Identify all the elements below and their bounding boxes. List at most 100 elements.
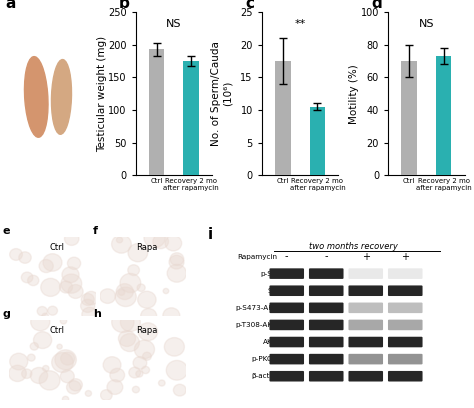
Circle shape bbox=[27, 354, 35, 361]
Text: S6: S6 bbox=[268, 288, 277, 294]
Circle shape bbox=[111, 235, 131, 253]
Text: +: + bbox=[362, 251, 370, 262]
Text: β-actin: β-actin bbox=[252, 373, 277, 379]
Circle shape bbox=[117, 237, 123, 243]
Circle shape bbox=[169, 255, 184, 269]
FancyBboxPatch shape bbox=[388, 286, 422, 296]
FancyBboxPatch shape bbox=[348, 354, 383, 364]
Circle shape bbox=[164, 337, 184, 356]
Circle shape bbox=[30, 343, 38, 350]
Text: Rapa: Rapa bbox=[52, 154, 71, 163]
Circle shape bbox=[60, 281, 73, 293]
Circle shape bbox=[57, 344, 62, 349]
FancyBboxPatch shape bbox=[388, 268, 422, 279]
Circle shape bbox=[84, 291, 99, 305]
Text: p-S473-AKT: p-S473-AKT bbox=[235, 305, 277, 311]
Circle shape bbox=[141, 308, 156, 323]
FancyBboxPatch shape bbox=[309, 286, 344, 296]
Circle shape bbox=[68, 284, 83, 298]
Bar bbox=[275, 61, 291, 175]
FancyBboxPatch shape bbox=[348, 303, 383, 313]
Ellipse shape bbox=[25, 57, 48, 137]
Circle shape bbox=[60, 370, 74, 383]
FancyBboxPatch shape bbox=[388, 354, 422, 364]
FancyBboxPatch shape bbox=[269, 268, 304, 279]
Text: Rapamycin: Rapamycin bbox=[237, 253, 277, 259]
Text: e: e bbox=[2, 226, 10, 236]
FancyBboxPatch shape bbox=[269, 303, 304, 313]
Circle shape bbox=[135, 340, 155, 359]
Text: Ctrl: Ctrl bbox=[49, 242, 64, 252]
Circle shape bbox=[137, 284, 145, 291]
Circle shape bbox=[144, 228, 165, 248]
Text: -: - bbox=[325, 251, 328, 262]
Text: Ctrl: Ctrl bbox=[29, 154, 43, 163]
Text: Ctrl: Ctrl bbox=[49, 326, 64, 335]
Circle shape bbox=[43, 254, 62, 271]
Circle shape bbox=[138, 323, 158, 341]
Circle shape bbox=[166, 360, 188, 380]
Circle shape bbox=[107, 380, 123, 395]
Text: p-PKCα: p-PKCα bbox=[251, 356, 277, 362]
Text: p-S6: p-S6 bbox=[260, 271, 277, 277]
FancyBboxPatch shape bbox=[269, 371, 304, 381]
Circle shape bbox=[85, 390, 91, 396]
Text: d: d bbox=[371, 0, 382, 11]
Circle shape bbox=[128, 244, 148, 262]
Text: AKT: AKT bbox=[263, 339, 277, 345]
Text: NS: NS bbox=[166, 18, 182, 29]
Circle shape bbox=[9, 365, 27, 381]
Circle shape bbox=[21, 272, 33, 283]
Circle shape bbox=[170, 253, 184, 266]
Circle shape bbox=[67, 257, 81, 269]
Circle shape bbox=[110, 368, 125, 382]
Circle shape bbox=[153, 234, 168, 249]
Circle shape bbox=[39, 259, 53, 273]
Bar bbox=[436, 56, 451, 175]
Circle shape bbox=[69, 379, 82, 391]
Text: h: h bbox=[93, 309, 101, 319]
Circle shape bbox=[81, 293, 94, 306]
Circle shape bbox=[158, 380, 165, 386]
Circle shape bbox=[167, 264, 186, 282]
Text: i: i bbox=[208, 227, 213, 242]
Circle shape bbox=[100, 289, 116, 304]
Circle shape bbox=[52, 353, 73, 373]
Text: p-T308-AKT: p-T308-AKT bbox=[236, 322, 277, 328]
Circle shape bbox=[132, 386, 139, 393]
Circle shape bbox=[60, 318, 67, 324]
FancyBboxPatch shape bbox=[348, 286, 383, 296]
Text: Rapa: Rapa bbox=[137, 242, 158, 252]
Circle shape bbox=[48, 306, 57, 315]
Circle shape bbox=[31, 313, 50, 331]
Circle shape bbox=[9, 248, 22, 260]
Circle shape bbox=[100, 390, 112, 401]
Circle shape bbox=[165, 235, 182, 251]
FancyBboxPatch shape bbox=[269, 354, 304, 364]
Circle shape bbox=[82, 307, 97, 322]
Ellipse shape bbox=[52, 60, 72, 134]
Circle shape bbox=[112, 312, 134, 333]
Circle shape bbox=[142, 366, 150, 374]
FancyBboxPatch shape bbox=[309, 354, 344, 364]
Text: a: a bbox=[6, 0, 16, 11]
Circle shape bbox=[116, 284, 133, 299]
Y-axis label: No. of Sperm/Cauda
(10⁶): No. of Sperm/Cauda (10⁶) bbox=[211, 41, 233, 146]
Circle shape bbox=[129, 367, 140, 378]
Circle shape bbox=[27, 275, 39, 286]
Circle shape bbox=[128, 265, 139, 275]
FancyBboxPatch shape bbox=[309, 337, 344, 347]
Bar bbox=[149, 49, 164, 175]
Text: +: + bbox=[401, 251, 409, 262]
Circle shape bbox=[120, 313, 140, 332]
Circle shape bbox=[22, 369, 32, 379]
Circle shape bbox=[41, 278, 60, 296]
Circle shape bbox=[42, 313, 48, 319]
FancyBboxPatch shape bbox=[348, 337, 383, 347]
Circle shape bbox=[61, 352, 75, 365]
Circle shape bbox=[66, 381, 81, 394]
Bar bbox=[401, 61, 417, 175]
FancyBboxPatch shape bbox=[269, 286, 304, 296]
Circle shape bbox=[115, 287, 136, 306]
Circle shape bbox=[19, 252, 31, 263]
